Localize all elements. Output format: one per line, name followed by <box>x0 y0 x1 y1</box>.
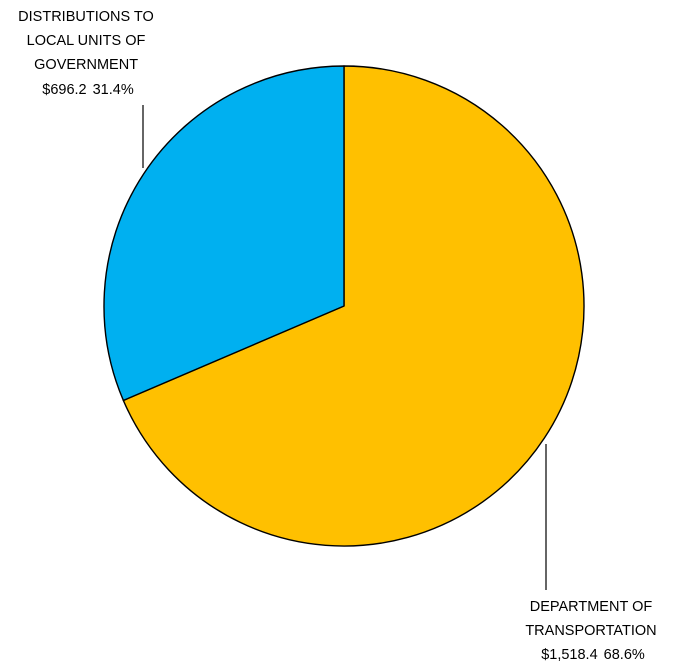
value-transportation: $1,518.4 <box>541 647 597 663</box>
percent-transportation: 68.6% <box>604 647 645 663</box>
pie-slices <box>103 65 585 547</box>
leader-lines <box>142 105 547 590</box>
value-distributions: $696.2 <box>42 82 86 98</box>
label-distributions-local-government: DISTRIBUTIONS TO LOCAL UNITS OF GOVERNME… <box>18 9 158 98</box>
percent-distributions: 31.4% <box>93 82 134 98</box>
label-department-transportation: DEPARTMENT OF TRANSPORTATION $1,518.4 68.… <box>525 599 660 663</box>
slice-distributions-local-government <box>103 65 345 402</box>
slice-department-transportation <box>122 65 585 547</box>
